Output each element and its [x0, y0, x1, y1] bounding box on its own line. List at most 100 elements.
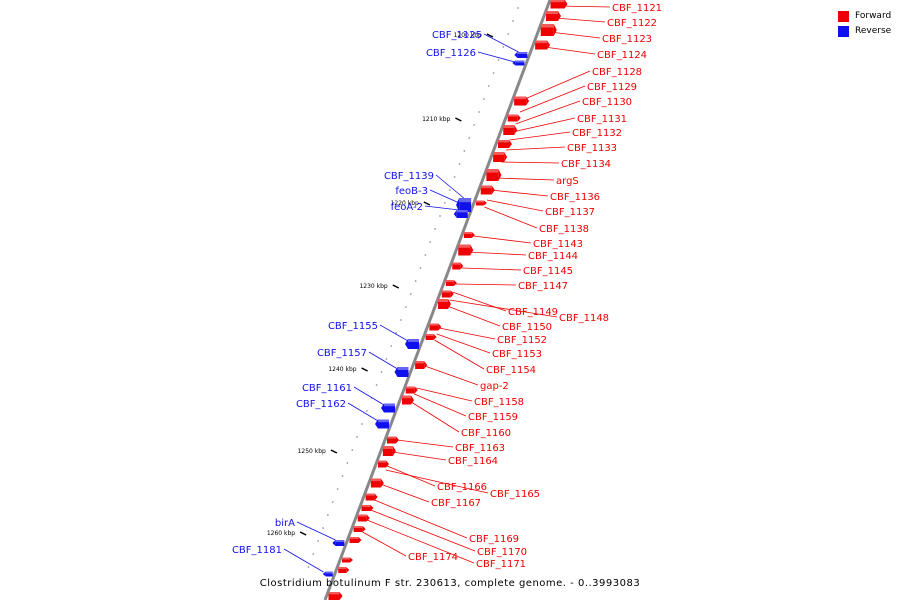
gene-label-cbf-1158[interactable]: CBF_1158: [474, 397, 524, 408]
gene-label-gap-2[interactable]: gap-2: [480, 381, 509, 392]
gene-label-cbf-1122[interactable]: CBF_1122: [607, 18, 657, 29]
reverse-gene-glyph[interactable]: [456, 198, 472, 212]
forward-gene-glyph[interactable]: [475, 200, 487, 206]
gene-label-cbf-1131[interactable]: CBF_1131: [577, 114, 627, 125]
gene-label-cbf-1145[interactable]: CBF_1145: [523, 266, 573, 277]
gene-label-cbf-1161[interactable]: CBF_1161: [302, 383, 352, 394]
reverse-gene-glyph[interactable]: [405, 339, 419, 349]
gene-label-cbf-1181[interactable]: CBF_1181: [232, 545, 282, 556]
gene-label-cbf-1144[interactable]: CBF_1144: [528, 251, 578, 262]
forward-gene-glyph[interactable]: [357, 514, 370, 522]
gene-label-cbf-1134[interactable]: CBF_1134: [561, 159, 611, 170]
forward-gene-glyph[interactable]: [387, 436, 399, 444]
forward-gene-glyph[interactable]: [507, 114, 521, 122]
forward-gene-glyph[interactable]: [458, 244, 474, 256]
forward-gene-glyph[interactable]: [493, 152, 508, 162]
gene-label-args[interactable]: argS: [556, 176, 579, 187]
forward-gene-glyph[interactable]: [441, 290, 454, 298]
gene-label-cbf-1153[interactable]: CBF_1153: [492, 349, 542, 360]
forward-gene-glyph[interactable]: [425, 334, 437, 340]
gene-label-cbf-1154[interactable]: CBF_1154: [486, 365, 536, 376]
sequence-dot: [502, 46, 505, 48]
gene-label-feob-3[interactable]: feoB-3: [395, 186, 428, 197]
forward-gene-glyph[interactable]: [463, 232, 475, 238]
forward-gene-glyph[interactable]: [535, 40, 551, 50]
gene-label-cbf-1139[interactable]: CBF_1139: [384, 171, 434, 182]
forward-gene-glyph[interactable]: [353, 526, 366, 532]
gene-label-cbf-1169[interactable]: CBF_1169: [469, 534, 519, 545]
forward-gene-glyph[interactable]: [361, 505, 374, 511]
gene-label-cbf-1132[interactable]: CBF_1132: [572, 128, 622, 139]
forward-gene-glyph[interactable]: [342, 557, 353, 563]
gene-label-cbf-1157[interactable]: CBF_1157: [317, 348, 367, 359]
gene-label-cbf-1174[interactable]: CBF_1174: [408, 552, 458, 563]
gene-label-cbf-1155[interactable]: CBF_1155: [328, 321, 378, 332]
reverse-gene-glyph[interactable]: [332, 540, 345, 546]
gene-label-cbf-1165[interactable]: CBF_1165: [490, 489, 540, 500]
gene-label-cbf-1171[interactable]: CBF_1171: [476, 559, 526, 570]
reverse-gene-glyph[interactable]: [322, 571, 333, 577]
forward-gene-glyph[interactable]: [415, 361, 428, 369]
gene-label-cbf-1143[interactable]: CBF_1143: [533, 239, 583, 250]
reverse-gene-glyph[interactable]: [453, 210, 468, 218]
reverse-gene-glyph[interactable]: [512, 60, 525, 66]
gene-label-cbf-1137[interactable]: CBF_1137: [545, 207, 595, 218]
forward-gene-glyph[interactable]: [429, 323, 442, 331]
forward-gene-glyph[interactable]: [338, 567, 350, 573]
reverse-gene-glyph[interactable]: [381, 403, 395, 413]
forward-gene-glyph[interactable]: [365, 493, 378, 501]
forward-gene-glyph[interactable]: [438, 299, 451, 309]
forward-gene-glyph[interactable]: [328, 592, 343, 600]
forward-gene-glyph[interactable]: [445, 280, 457, 286]
forward-gene-glyph[interactable]: [503, 125, 518, 135]
reverse-gene-glyph[interactable]: [394, 367, 409, 377]
forward-gene-glyph[interactable]: [402, 395, 414, 405]
gene-label-feoa-2[interactable]: feoA-2: [391, 202, 423, 213]
forward-gene-glyph[interactable]: [378, 460, 389, 468]
leader-line: [473, 235, 532, 244]
gene-label-cbf-1125[interactable]: CBF_1125: [432, 30, 482, 41]
gene-label-cbf-1162[interactable]: CBF_1162: [296, 399, 346, 410]
gene-label-cbf-1163[interactable]: CBF_1163: [455, 443, 505, 454]
gene-label-cbf-1126[interactable]: CBF_1126: [426, 48, 476, 59]
gene-label-cbf-1129[interactable]: CBF_1129: [587, 82, 637, 93]
forward-gene-glyph[interactable]: [405, 386, 418, 394]
forward-gene-glyph[interactable]: [550, 0, 568, 9]
gene-label-bira[interactable]: birA: [275, 518, 295, 529]
gene-label-cbf-1150[interactable]: CBF_1150: [502, 322, 552, 333]
gene-label-cbf-1138[interactable]: CBF_1138: [539, 224, 589, 235]
gene-label-cbf-1130[interactable]: CBF_1130: [582, 97, 632, 108]
gene-label-cbf-1133[interactable]: CBF_1133: [567, 143, 617, 154]
gene-label-cbf-1160[interactable]: CBF_1160: [461, 428, 511, 439]
forward-gene-glyph[interactable]: [486, 169, 502, 181]
forward-gene-glyph[interactable]: [540, 24, 557, 36]
forward-gene-glyph[interactable]: [514, 96, 530, 106]
gene-label-cbf-1159[interactable]: CBF_1159: [468, 412, 518, 423]
gene-label-cbf-1121[interactable]: CBF_1121: [612, 3, 662, 14]
gene-label-cbf-1136[interactable]: CBF_1136: [550, 192, 600, 203]
forward-gene-glyph[interactable]: [382, 446, 396, 456]
gene-label-cbf-1152[interactable]: CBF_1152: [497, 335, 547, 346]
reverse-gene-glyph[interactable]: [375, 419, 389, 429]
forward-gene-glyph[interactable]: [452, 262, 464, 270]
gene-label-cbf-1148[interactable]: CBF_1148: [559, 313, 609, 324]
forward-gene-glyph[interactable]: [349, 537, 362, 543]
tick-mark: [423, 201, 431, 206]
forward-gene-glyph[interactable]: [546, 11, 561, 21]
gene-label-cbf-1149[interactable]: CBF_1149: [508, 307, 558, 318]
gene-label-cbf-1164[interactable]: CBF_1164: [448, 456, 498, 467]
gene-label-cbf-1147[interactable]: CBF_1147: [518, 281, 568, 292]
reverse-gene-glyph[interactable]: [514, 52, 528, 58]
leader-line: [515, 100, 581, 125]
leader-line: [362, 531, 407, 557]
forward-gene-glyph[interactable]: [480, 185, 495, 195]
gene-label-cbf-1128[interactable]: CBF_1128: [592, 67, 642, 78]
gene-label-cbf-1124[interactable]: CBF_1124: [597, 50, 647, 61]
gene-label-cbf-1170[interactable]: CBF_1170: [477, 547, 527, 558]
gene-label-cbf-1167[interactable]: CBF_1167: [431, 498, 481, 509]
forward-gene-glyph[interactable]: [498, 140, 512, 148]
forward-gene-glyph[interactable]: [370, 478, 384, 488]
gene-label-cbf-1166[interactable]: CBF_1166: [437, 482, 487, 493]
sequence-dot: [331, 501, 334, 503]
gene-label-cbf-1123[interactable]: CBF_1123: [602, 34, 652, 45]
